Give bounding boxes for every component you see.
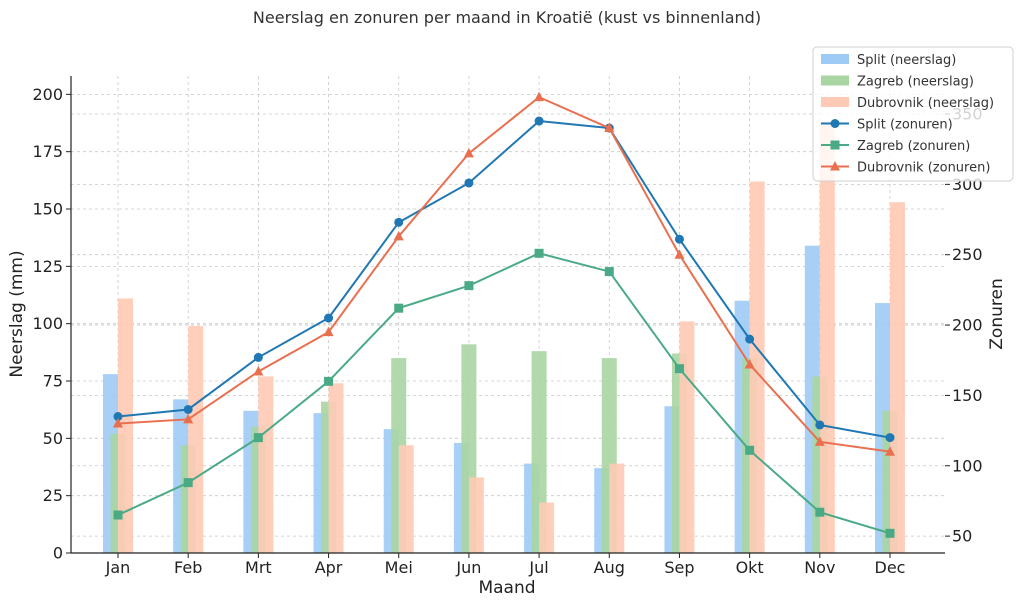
- line-point-2-sep: [674, 364, 684, 374]
- x-tick-label: Okt: [736, 558, 764, 577]
- line-point-1-mei: [394, 217, 404, 227]
- bar-3-dec: [890, 202, 905, 553]
- bar-3-mrt: [258, 376, 274, 553]
- line-point-2-okt: [745, 445, 755, 455]
- bar-3-jan: [118, 298, 133, 553]
- line-point-1-mrt: [253, 352, 263, 362]
- legend: Split (neerslag) Zagreb (neerslag) Dubrovn…: [812, 46, 1014, 182]
- line-point-3-jul: [534, 91, 545, 102]
- line-point-2-aug: [604, 267, 614, 277]
- legend-label: Split (zonuren): [857, 118, 953, 133]
- line-point-1-dec: [885, 433, 895, 443]
- legend-swatch-bar-3: [821, 97, 849, 107]
- line-point-3-okt: [744, 358, 755, 369]
- line-point-3-aug: [604, 122, 615, 133]
- line-point-1-okt: [745, 334, 755, 344]
- line-point-1-nov: [815, 420, 825, 430]
- line-point-1-jul: [534, 116, 544, 126]
- y2-tick-label: 200: [952, 316, 983, 335]
- x-tick-label: Jan: [105, 558, 131, 577]
- y2-tick-label: 100: [952, 456, 983, 475]
- line-point-2-nov: [815, 507, 825, 517]
- bar-3-sep: [679, 321, 695, 553]
- line-point-3-dec: [885, 446, 895, 456]
- line-point-3-mrt: [253, 365, 264, 376]
- bar-3-nov: [819, 121, 835, 553]
- y2-tick-label: 150: [952, 386, 983, 405]
- y-tick-label: 150: [32, 200, 63, 219]
- line-point-2-mei: [394, 303, 404, 313]
- legend-marker-3: [830, 161, 840, 171]
- x-tick-label: Dec: [875, 558, 906, 577]
- line-point-3-feb: [183, 413, 194, 424]
- x-tick-label: Jul: [528, 558, 548, 577]
- x-tick-label: Sep: [664, 558, 694, 577]
- legend-label: Split (neerslag): [857, 53, 956, 68]
- line-point-1-apr: [324, 313, 334, 323]
- legend-marker-2: [830, 140, 840, 150]
- bar-3-mei: [398, 445, 414, 553]
- y2-tick-label: 250: [952, 245, 983, 264]
- legend-label: Dubrovnik (zonuren): [857, 161, 990, 176]
- bar-3-jul: [539, 502, 555, 553]
- bar-3-apr: [328, 383, 344, 553]
- line-point-2-jun: [464, 281, 474, 291]
- line-point-2-feb: [183, 478, 193, 488]
- x-tick-label: Jun: [455, 558, 481, 577]
- legend-box: [812, 46, 1014, 182]
- y-tick-label: 100: [32, 314, 63, 333]
- line-point-3-sep: [674, 249, 685, 259]
- line-series-2: [117, 252, 891, 535]
- line-point-2-dec: [885, 528, 895, 538]
- x-tick-label: Apr: [315, 558, 343, 577]
- line-point-1-jun: [464, 178, 474, 188]
- x-tick-label: Aug: [594, 558, 625, 577]
- x-tick-label: Nov: [804, 558, 835, 577]
- y-tick-label: 75: [43, 372, 63, 391]
- line-point-1-jan: [113, 412, 123, 422]
- y2-axis-title: Zonuren: [987, 278, 1007, 349]
- line-layer: [113, 91, 895, 538]
- legend-swatch-bar-2: [821, 75, 849, 86]
- y-axis-title: Neerslag (mm): [7, 250, 27, 377]
- line-point-2-mrt: [253, 433, 263, 443]
- line-point-3-apr: [323, 326, 334, 337]
- line-series-3: [117, 95, 891, 453]
- x-tick-label: Feb: [174, 558, 202, 577]
- bar-3-aug: [609, 463, 625, 553]
- line-point-3-jun: [463, 147, 474, 158]
- chart-title: Neerslag en zonuren per maand in Kroatië…: [253, 8, 761, 27]
- line-point-1-feb: [183, 404, 193, 414]
- legend-label: Dubrovnik (neerslag): [857, 96, 994, 111]
- legend-marker-1: [830, 119, 840, 128]
- x-tick-label: Mrt: [245, 558, 272, 577]
- x-axis-title: Maand: [478, 578, 535, 598]
- line-point-3-mei: [393, 230, 404, 241]
- axis-layer: 0255075100125150175200501001502002503003…: [32, 76, 983, 577]
- bar-3-feb: [188, 325, 204, 553]
- legend-label: Zagreb (neerslag): [857, 75, 974, 90]
- y-tick-label: 200: [32, 85, 63, 104]
- y-tick-label: 175: [32, 142, 63, 161]
- x-tick-label: Mei: [385, 558, 413, 577]
- line-point-1-sep: [674, 234, 684, 244]
- bar-3-jun: [468, 477, 484, 553]
- line-series-1: [117, 119, 891, 439]
- legend-swatch-bar-1: [821, 54, 849, 64]
- y-tick-label: 125: [32, 257, 63, 276]
- y-tick-label: 25: [43, 486, 63, 505]
- line-point-2-apr: [324, 376, 334, 386]
- line-point-3-nov: [814, 436, 825, 446]
- line-point-2-jul: [534, 248, 544, 258]
- bar-layer: [103, 121, 905, 554]
- y-tick-label: 50: [43, 429, 63, 448]
- y-tick-label: 0: [53, 544, 63, 563]
- line-point-3-jan: [113, 418, 123, 428]
- line-point-2-jan: [113, 510, 123, 520]
- y2-tick-label: 50: [952, 527, 972, 546]
- legend-label: Zagreb (zonuren): [857, 139, 970, 154]
